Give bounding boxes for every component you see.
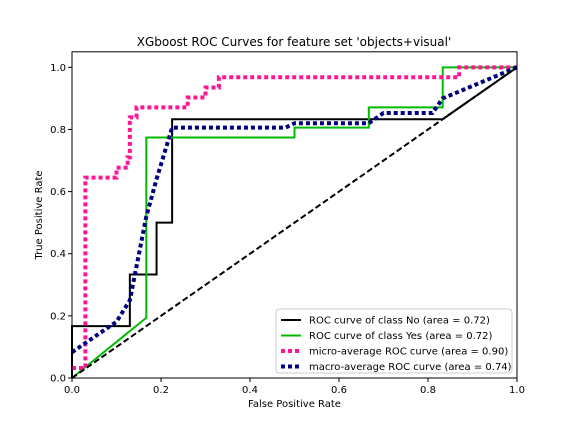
plot-area bbox=[70, 65, 518, 379]
legend: ROC curve of class No (area = 0.72) ROC c… bbox=[275, 308, 513, 374]
x-tick-label: 0.8 bbox=[420, 385, 436, 396]
y-axis-label: True Positive Rate bbox=[34, 170, 45, 260]
x-axis-label: False Positive Rate bbox=[248, 399, 341, 410]
y-tick-label: 0.8 bbox=[50, 125, 66, 136]
y-axis: 0.0 0.2 0.4 0.6 0.8 1.0 bbox=[50, 63, 72, 385]
y-tick-label: 0.4 bbox=[50, 249, 66, 260]
x-tick-label: 0.4 bbox=[242, 385, 258, 396]
y-tick-label: 0.2 bbox=[50, 311, 66, 322]
legend-entry: micro-average ROC curve (area = 0.90) bbox=[309, 347, 508, 358]
legend-entry: ROC curve of class Yes (area = 0.72) bbox=[309, 331, 493, 342]
chance-diagonal-line bbox=[71, 66, 518, 379]
y-tick-label: 0.6 bbox=[50, 187, 66, 198]
x-axis: 0.0 0.2 0.4 0.6 0.8 1.0 bbox=[64, 378, 525, 396]
chart-title: XGboost ROC Curves for feature set 'obje… bbox=[137, 35, 452, 49]
y-tick-label: 0.0 bbox=[50, 374, 66, 385]
y-tick-label: 1.0 bbox=[50, 63, 66, 74]
series-line-3 bbox=[70, 65, 518, 354]
series-line-0 bbox=[71, 66, 518, 378]
legend-entry: macro-average ROC curve (area = 0.74) bbox=[309, 362, 512, 373]
x-tick-label: 0.6 bbox=[331, 385, 347, 396]
legend-entry: ROC curve of class No (area = 0.72) bbox=[309, 316, 490, 327]
x-tick-label: 0.0 bbox=[64, 385, 80, 396]
legend-frame bbox=[275, 308, 513, 374]
series-line-2 bbox=[72, 65, 517, 371]
axes-frame bbox=[71, 51, 518, 379]
x-tick-label: 0.2 bbox=[153, 385, 169, 396]
series-line-1 bbox=[71, 66, 517, 379]
x-tick-label: 1.0 bbox=[509, 385, 525, 396]
